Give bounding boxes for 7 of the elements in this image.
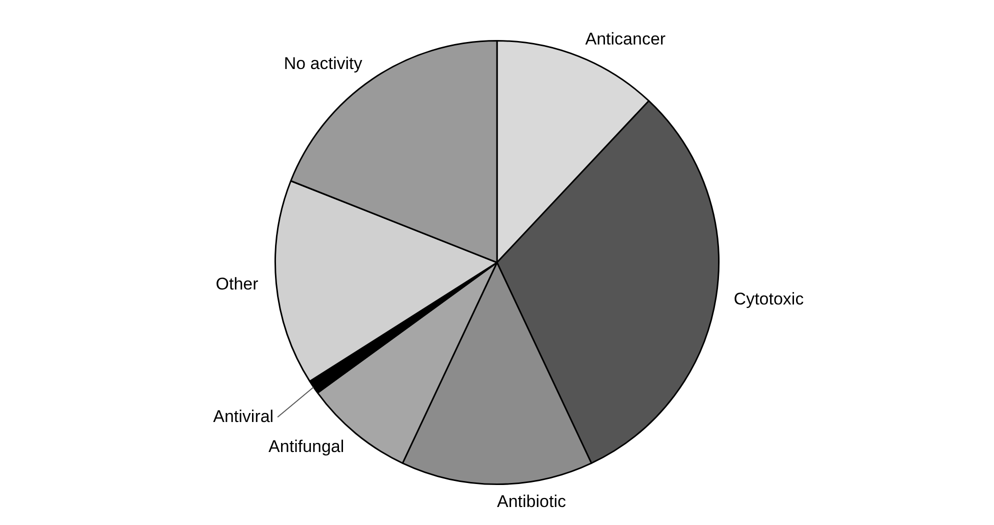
slice-label: Antibiotic (497, 492, 566, 511)
slice-label: No activity (284, 54, 363, 73)
slice-label: Other (216, 274, 259, 294)
slice-label: Antiviral (213, 406, 274, 426)
slice-label: Antifungal (268, 436, 344, 456)
slice-label: Cytotoxic (734, 290, 804, 309)
slice-label: Anticancer (585, 29, 666, 48)
